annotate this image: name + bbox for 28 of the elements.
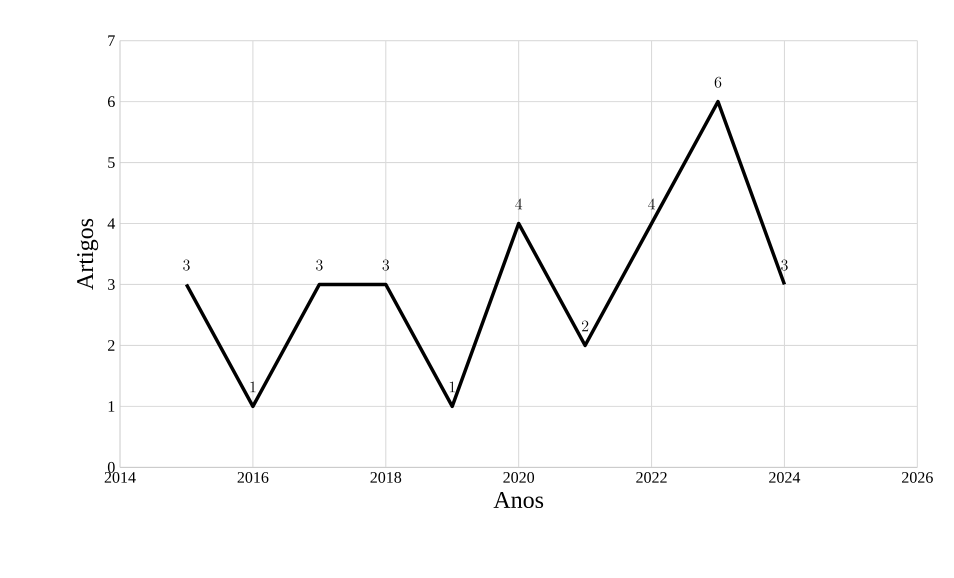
- data-label: 4: [648, 198, 656, 210]
- y-axis-title: Artigos: [77, 218, 98, 290]
- data-label: 2: [582, 320, 588, 332]
- x-tick-label: 2014: [104, 472, 136, 483]
- y-tick-label: 7: [108, 35, 115, 46]
- x-tick-label: 2016: [238, 472, 268, 483]
- x-tick-label: 2024: [769, 472, 800, 483]
- y-tick-label: 1: [108, 401, 114, 412]
- data-label: 3: [183, 260, 190, 271]
- data-label: 1: [450, 382, 455, 392]
- y-tick-label: 5: [108, 157, 115, 168]
- data-label: 3: [382, 260, 390, 271]
- y-tick-label: 2: [108, 340, 114, 351]
- data-label: 4: [515, 198, 522, 210]
- x-tick-label: 2020: [503, 472, 534, 483]
- x-tick-label: 2022: [636, 472, 667, 483]
- data-label: 1: [250, 382, 256, 392]
- data-label: 3: [781, 260, 788, 271]
- x-tick-label: 2026: [902, 472, 933, 483]
- y-tick-label: 4: [108, 218, 116, 229]
- x-tick-label: 2018: [370, 472, 402, 483]
- y-tick-label: 6: [108, 96, 115, 107]
- x-axis-title: Anos: [494, 492, 544, 508]
- data-label: 3: [316, 260, 323, 271]
- line-series: [184, 100, 786, 408]
- y-tick-label: 0: [108, 462, 115, 473]
- data-label: 6: [714, 76, 722, 88]
- y-tick-label: 3: [108, 279, 115, 290]
